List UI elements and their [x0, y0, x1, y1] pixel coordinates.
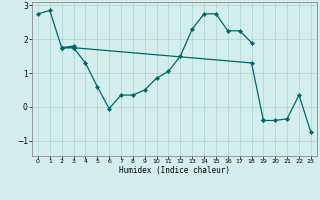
X-axis label: Humidex (Indice chaleur): Humidex (Indice chaleur) — [119, 166, 230, 175]
